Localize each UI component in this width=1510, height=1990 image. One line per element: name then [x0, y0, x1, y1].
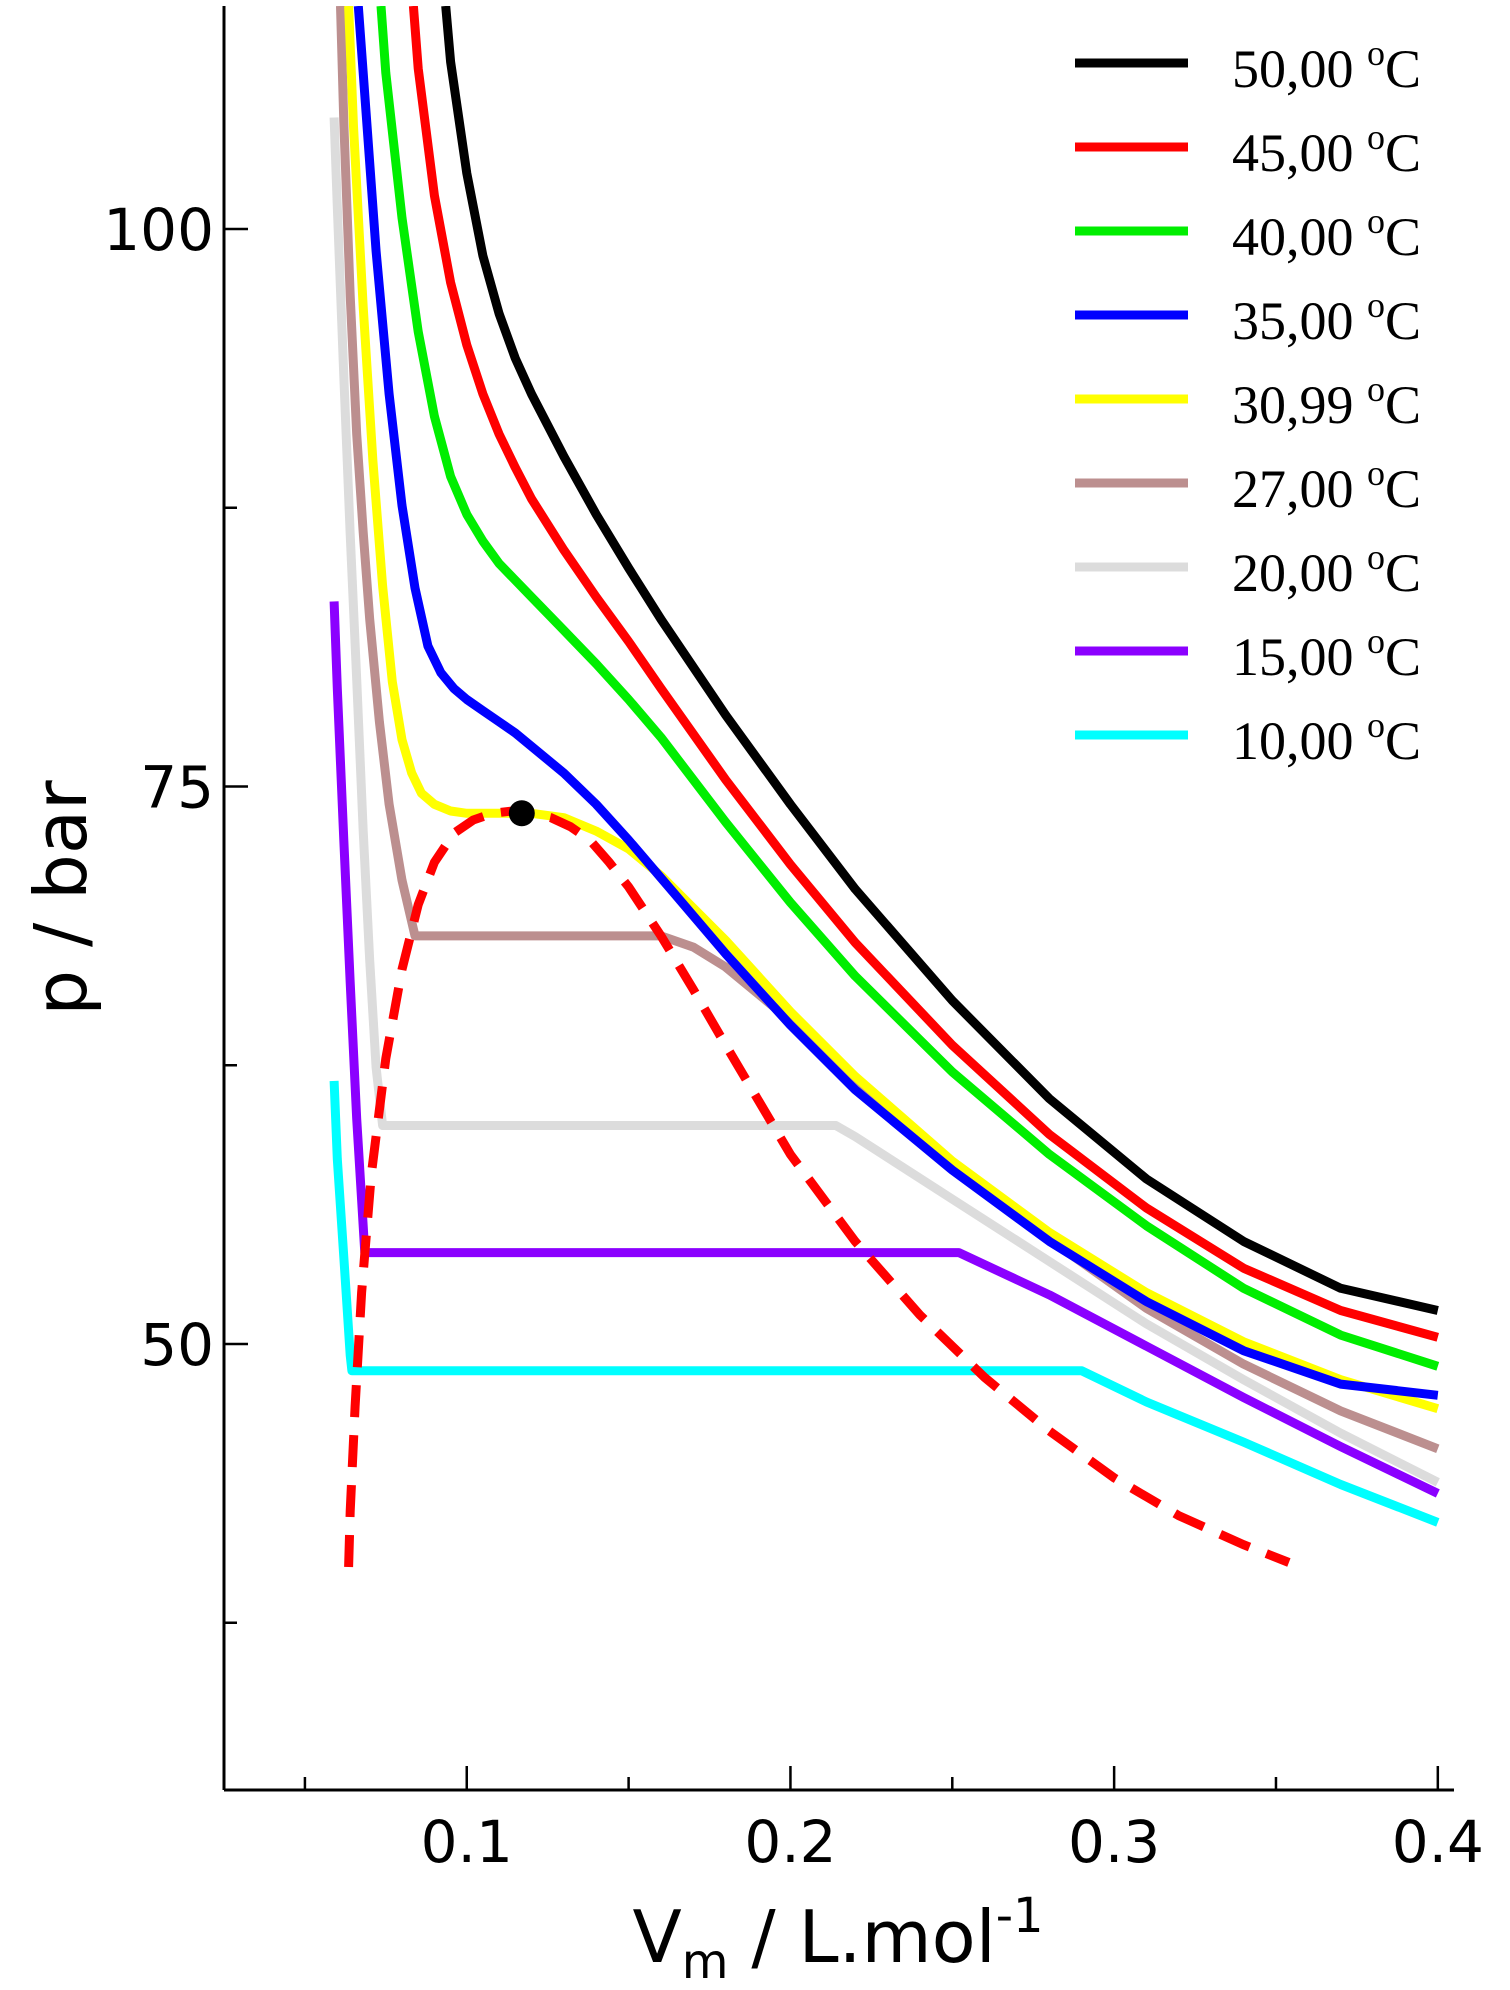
- y-axis-title-group: p / bar: [19, 780, 103, 1016]
- y-axis-title: p / bar: [19, 780, 103, 1016]
- legend-label-10-00: 10,00 oC: [1232, 705, 1421, 771]
- legend-label-50-00: 50,00 oC: [1232, 33, 1421, 99]
- legend-label-45-00: 45,00 oC: [1232, 117, 1421, 183]
- legend-label-40-00: 40,00 oC: [1232, 201, 1421, 267]
- y-tick-label: 50: [140, 1311, 214, 1379]
- legend: 50,00 oC 45,00 oC 40,00 oC 35,00 oC 30,99 oC…: [1075, 33, 1421, 771]
- legend-label-20-00: 20,00 oC: [1232, 537, 1421, 603]
- y-tick-label: 100: [103, 196, 214, 264]
- x-axis-title: Vm / L.mol-1: [632, 1888, 1043, 1990]
- series-line-10-00: [329, 1080, 1440, 1527]
- x-axis-title-unit: / L.mol: [728, 1895, 995, 1979]
- x-tick-label: 0.2: [744, 1808, 836, 1876]
- x-axis-title-subscript: m: [682, 1934, 729, 1990]
- legend-label-15-00: 15,00 oC: [1232, 621, 1421, 687]
- series-line-35-00: [353, 6, 1439, 1400]
- critical-point-marker: [508, 800, 535, 827]
- series-line-15-00: [329, 601, 1440, 1498]
- series-layer: [329, 6, 1440, 1527]
- plot-frame: [222, 6, 1454, 1792]
- x-axis-title-main: V: [632, 1895, 681, 1979]
- x-axis-title-superscript: -1: [996, 1888, 1044, 1944]
- x-tick-label: 0.3: [1068, 1808, 1160, 1876]
- ticks-layer: 0.1 0.2 0.3 0.4 50 75 100: [103, 196, 1484, 1876]
- y-tick-label: 75: [140, 754, 214, 822]
- coexistence-layer: [344, 800, 1291, 1568]
- x-tick-label: 0.4: [1392, 1808, 1484, 1876]
- series-line-50-00: [441, 6, 1439, 1315]
- legend-label-35-00: 35,00 oC: [1232, 285, 1421, 351]
- series-line-40-00: [376, 6, 1440, 1371]
- legend-label-27-00: 27,00 oC: [1232, 453, 1421, 519]
- legend-label-30-99: 30,99 oC: [1232, 369, 1421, 435]
- series-line-45-00: [408, 6, 1439, 1342]
- coexistence-curve: [344, 806, 1291, 1568]
- series-line-20-00: [329, 117, 1440, 1487]
- x-tick-label: 0.1: [421, 1808, 513, 1876]
